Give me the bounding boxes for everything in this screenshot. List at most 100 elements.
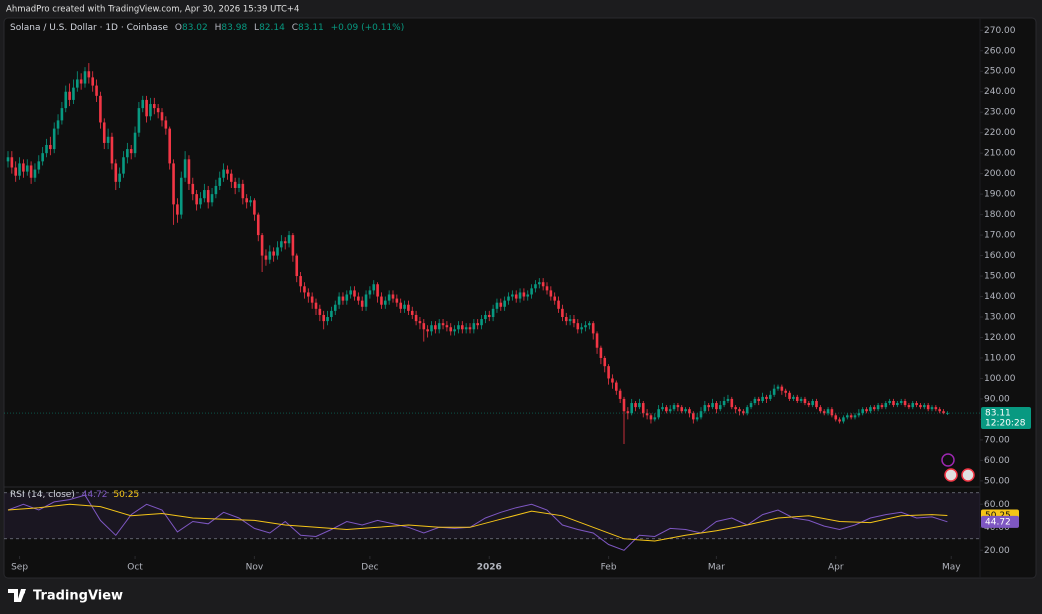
candle-body [118,173,121,182]
x-tick-label: Apr [828,563,844,573]
candle-body [22,163,25,172]
candle-body [795,396,799,401]
candle-body [880,405,884,408]
candle-body [307,292,310,297]
candle-body [772,388,776,395]
candle-body [280,241,283,248]
candle-body [199,198,202,205]
legend-value: 82.14 [259,23,285,33]
candle-body [210,194,214,203]
candle-body [819,407,822,412]
candle-body [33,169,37,178]
candle-body [595,333,599,348]
candle-body [449,327,453,332]
candle-body [622,398,626,412]
candle-body [141,99,145,109]
candle-body [299,276,302,287]
candle-body [241,183,245,199]
rsi-value: 44.72 [82,490,108,500]
y-tick-label: 90.00 [984,394,1010,404]
candle-body [591,323,595,334]
candle-body [734,407,737,410]
candle-body [611,378,614,383]
candle-body [295,255,299,277]
candle-body [799,398,803,401]
candle-body [191,183,195,195]
candle-body [395,298,399,303]
candle-body [849,415,853,418]
candle-body [738,409,741,412]
candle-body [923,405,926,408]
candle-body [838,419,841,422]
candle-body [10,157,14,168]
candle-body [49,144,52,150]
candle-body [253,200,256,215]
candle-body [56,120,60,129]
candle-body [919,405,922,408]
candle-body [811,400,814,406]
candle-body [707,405,710,408]
candle-body [95,85,98,96]
candle-body [434,325,437,330]
candle-body [907,405,911,408]
candle-body [888,400,891,404]
candle-body [114,163,118,182]
candle-body [892,400,895,406]
candle-body [788,392,791,399]
candle-body [230,173,233,182]
candle-body [484,314,487,320]
candle-body [792,396,795,399]
candle-body [568,319,572,322]
event-icon [944,468,958,482]
candle-body [122,157,125,174]
candle-body [83,71,87,84]
candle-body [256,214,260,236]
candle-body [730,398,734,408]
candle-body [915,403,918,406]
x-tick-label: Dec [361,563,378,573]
candle-body [572,319,576,324]
y-tick-label: 70.00 [984,435,1010,445]
candle-body [264,255,268,260]
legend-letter: O [175,23,182,33]
candle-body [168,128,171,164]
candle-body [884,403,888,408]
candle-body [872,407,876,410]
candle-body [742,411,745,414]
candle-body [899,400,903,404]
candle-body [37,161,41,170]
candle-body [468,327,472,330]
candle-body [511,294,514,297]
candle-body [102,122,106,143]
candle-body [164,120,168,129]
legend-change: +0.09 (+0.11%) [331,23,405,33]
legend-title: Solana / U.S. Dollar · 1D · Coinbase [10,23,168,33]
candle-body [834,415,838,420]
candle-body [418,321,422,324]
event-icon [961,468,975,482]
candle-body [599,347,603,358]
candle-body [453,329,456,332]
y-tick-label: 140.00 [984,292,1016,302]
candle-body [461,325,464,330]
candle-body [145,99,148,117]
candle-body [522,292,526,297]
plot-area: 270.00 260.00 250.00 240.00 230.00 220.00 210.… [4,26,1031,573]
candle-body [518,292,522,299]
candle-body [172,163,175,205]
candle-body [807,403,811,406]
candle-body [745,407,749,414]
candle-body [272,251,275,256]
candle-body [561,308,564,318]
candle-body [769,394,772,399]
candle-body [580,327,583,330]
candle-body [514,294,518,299]
candle-body [179,177,183,215]
y-tick-label: 160.00 [984,251,1016,261]
candle-body [668,409,672,412]
candle-body [357,296,360,301]
candle-body [283,241,287,244]
candle-body [630,403,633,414]
candle-body [287,235,291,244]
